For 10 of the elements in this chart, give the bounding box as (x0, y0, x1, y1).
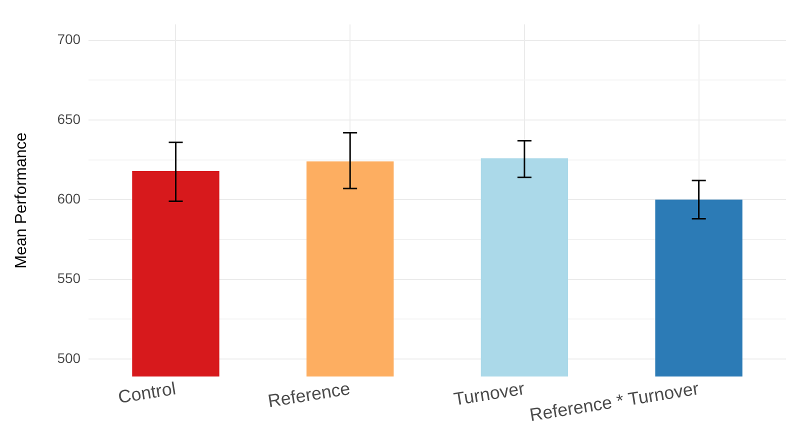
y-tick-label: 500 (57, 350, 81, 366)
y-tick-label: 600 (57, 190, 81, 207)
x-tick-label: Control (116, 378, 178, 408)
y-axis-title: Mean Performance (13, 132, 30, 269)
y-tick-label: 700 (57, 31, 81, 48)
y-tick-label: 550 (57, 270, 81, 286)
x-tick-label: Turnover (452, 378, 526, 410)
y-tick-label: 650 (57, 110, 81, 127)
x-tick-label: Reference (266, 378, 352, 412)
x-tick-label: Reference * Turnover (528, 378, 700, 426)
